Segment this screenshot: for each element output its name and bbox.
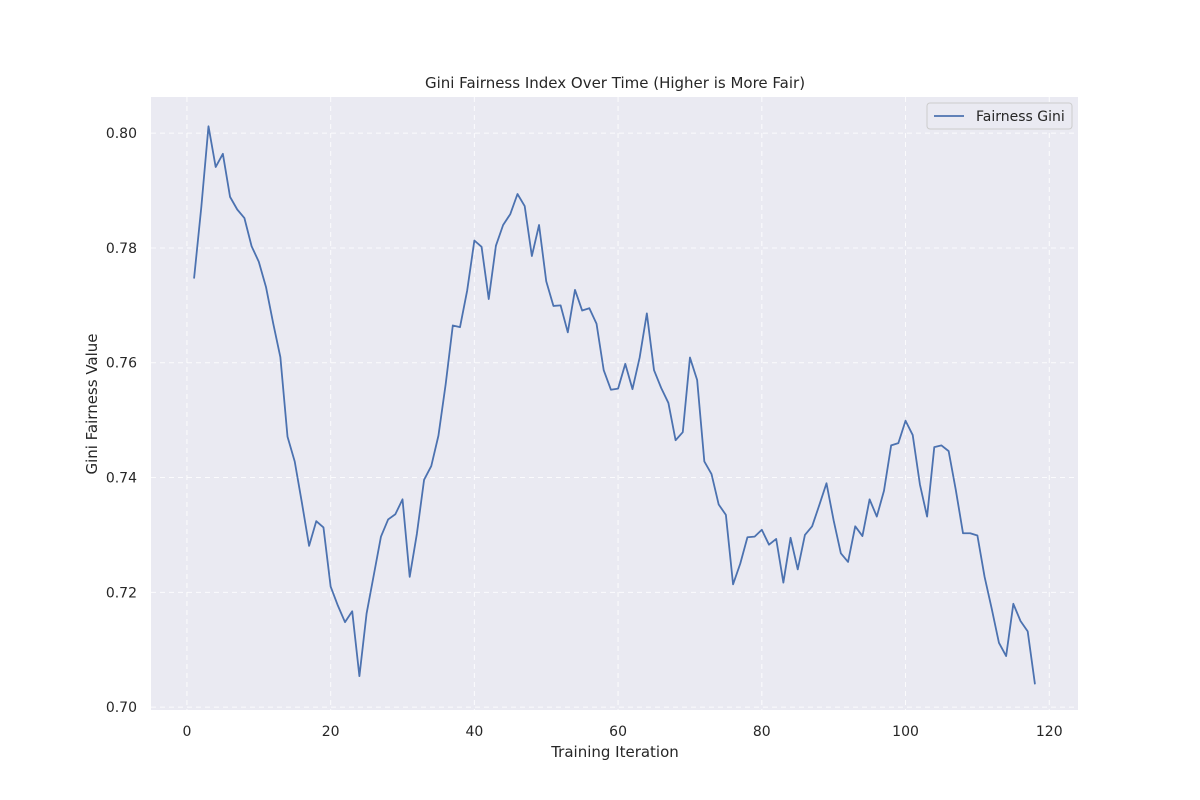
legend-label-fairness-gini: Fairness Gini: [976, 109, 1065, 125]
x-tick-label: 80: [753, 724, 771, 740]
y-tick-label: 0.76: [106, 356, 137, 372]
legend-box: [926, 102, 1073, 130]
y-tick-label: 0.78: [106, 241, 137, 257]
plot-area: [151, 97, 1078, 710]
x-tick-label: 100: [892, 724, 919, 740]
x-axis-label: Training Iteration: [550, 743, 679, 761]
x-gridlines: [186, 97, 1050, 710]
y-gridlines: [151, 132, 1078, 708]
x-tick-label: 20: [322, 724, 340, 740]
x-tick-label: 120: [1036, 724, 1063, 740]
x-tick-label: 40: [465, 724, 483, 740]
y-tick-label: 0.72: [106, 585, 137, 601]
x-axis-ticks: 0 20 40 60 80 100 120: [182, 724, 1062, 740]
y-tick-label: 0.80: [106, 126, 137, 142]
x-tick-label: 60: [609, 724, 627, 740]
chart-title: Gini Fairness Index Over Time (Higher is…: [425, 74, 805, 92]
x-tick-label: 0: [182, 724, 191, 740]
y-axis-ticks: 0.70 0.72 0.74 0.76 0.78 0.80: [106, 126, 137, 716]
series-line-fairness-gini: [193, 125, 1036, 685]
y-tick-label: 0.74: [106, 471, 137, 487]
legend: Fairness Gini: [926, 102, 1073, 130]
y-tick-label: 0.70: [106, 700, 137, 716]
y-axis-label: Gini Fairness Value: [83, 333, 101, 474]
